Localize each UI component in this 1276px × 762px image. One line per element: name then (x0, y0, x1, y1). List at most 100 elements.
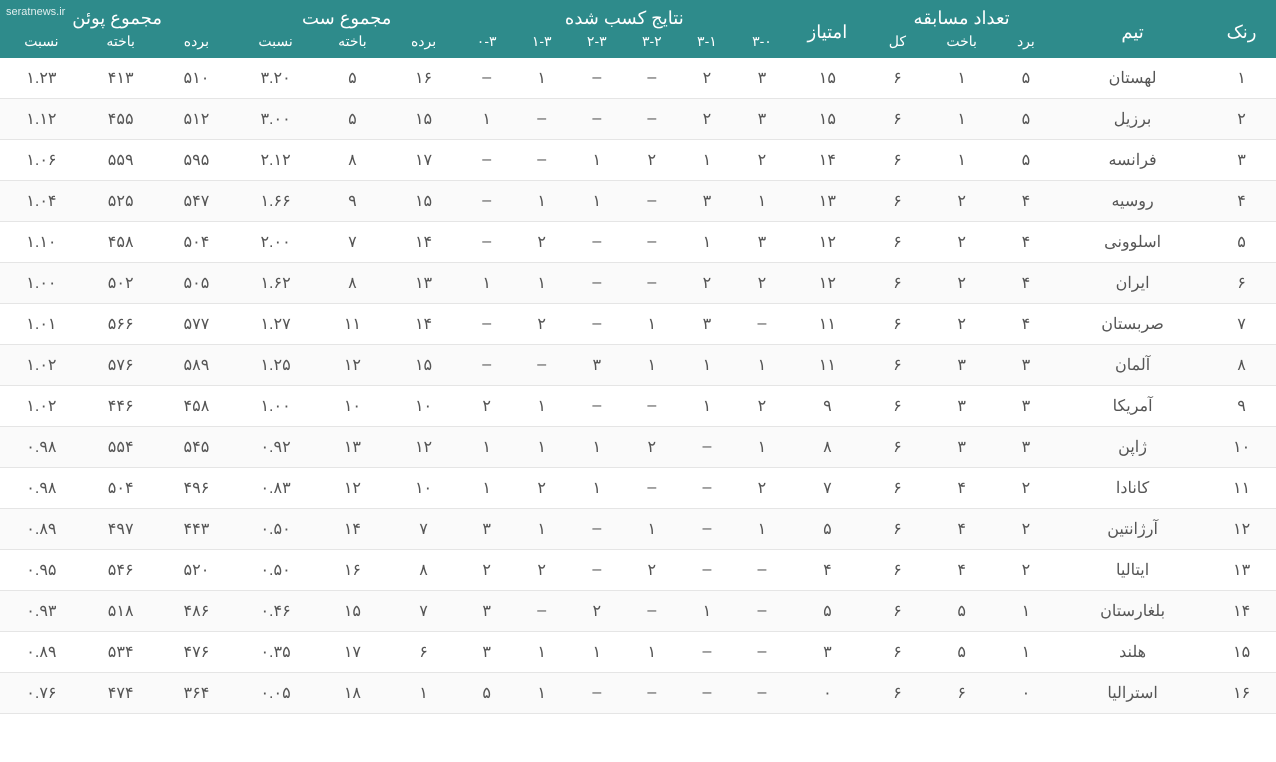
cell-team: لهستان (1058, 58, 1207, 99)
cell-mw: ۲ (994, 468, 1058, 509)
standings-table-container: seratnews.ir رنک تیم تعداد مسابقه امتیاز… (0, 0, 1276, 714)
cell-sw: ۱ (388, 673, 459, 714)
cell-r03: – (459, 181, 514, 222)
hdr-matches-group: تعداد مسابقه (865, 0, 1058, 31)
cell-mt: ۶ (865, 304, 929, 345)
cell-pr: ۰.۸۹ (0, 632, 83, 673)
cell-r23: – (569, 386, 624, 427)
cell-r31: ۳ (679, 181, 734, 222)
cell-sr: ۰.۳۵ (234, 632, 317, 673)
cell-rank: ۶ (1207, 263, 1276, 304)
hdr-match-loss: باخت (930, 31, 994, 58)
cell-r31: ۲ (679, 263, 734, 304)
cell-rank: ۷ (1207, 304, 1276, 345)
cell-r30: – (734, 591, 789, 632)
cell-r23: ۱ (569, 181, 624, 222)
cell-team: فرانسه (1058, 140, 1207, 181)
cell-pr: ۰.۹۸ (0, 427, 83, 468)
table-row: ۹آمریکا۳۳۶۹۲۱––۱۲۱۰۱۰۱.۰۰۴۵۸۴۴۶۱.۰۲ (0, 386, 1276, 427)
cell-sw: ۱۰ (388, 386, 459, 427)
hdr-pts-ratio: نسبت (0, 31, 83, 58)
cell-sw: ۷ (388, 591, 459, 632)
cell-sw: ۱۰ (388, 468, 459, 509)
cell-mw: ۵ (994, 99, 1058, 140)
cell-sl: ۱۸ (317, 673, 388, 714)
cell-mw: ۴ (994, 263, 1058, 304)
cell-pts: ۱۱ (790, 304, 866, 345)
cell-mt: ۶ (865, 140, 929, 181)
cell-r32: – (624, 591, 679, 632)
cell-sl: ۱۷ (317, 632, 388, 673)
cell-sw: ۸ (388, 550, 459, 591)
cell-r32: – (624, 468, 679, 509)
hdr-r32: ۳-۲ (624, 31, 679, 58)
cell-mt: ۶ (865, 58, 929, 99)
table-row: ۲برزیل۵۱۶۱۵۳۲–––۱۱۵۵۳.۰۰۵۱۲۴۵۵۱.۱۲ (0, 99, 1276, 140)
cell-r23: – (569, 304, 624, 345)
cell-ml: ۲ (930, 181, 994, 222)
cell-sr: ۰.۵۰ (234, 509, 317, 550)
cell-r03: – (459, 58, 514, 99)
cell-r23: ۱ (569, 468, 624, 509)
cell-sw: ۱۴ (388, 304, 459, 345)
cell-pw: ۳۶۴ (159, 673, 235, 714)
table-row: ۶ایران۴۲۶۱۲۲۲––۱۱۱۳۸۱.۶۲۵۰۵۵۰۲۱.۰۰ (0, 263, 1276, 304)
table-row: ۱۴بلغارستان۱۵۶۵–۱–۲–۳۷۱۵۰.۴۶۴۸۶۵۱۸۰.۹۳ (0, 591, 1276, 632)
cell-pr: ۱.۰۲ (0, 386, 83, 427)
cell-pts: ۷ (790, 468, 866, 509)
cell-pw: ۵۴۷ (159, 181, 235, 222)
cell-rank: ۹ (1207, 386, 1276, 427)
hdr-match-win: برد (994, 31, 1058, 58)
cell-sw: ۱۵ (388, 99, 459, 140)
cell-sl: ۸ (317, 263, 388, 304)
cell-sw: ۱۲ (388, 427, 459, 468)
cell-pts: ۵ (790, 591, 866, 632)
cell-team: آمریکا (1058, 386, 1207, 427)
cell-pw: ۴۸۶ (159, 591, 235, 632)
cell-mw: ۴ (994, 181, 1058, 222)
table-row: ۵اسلوونی۴۲۶۱۲۳۱––۲–۱۴۷۲.۰۰۵۰۴۴۵۸۱.۱۰ (0, 222, 1276, 263)
cell-pts: ۴ (790, 550, 866, 591)
cell-mw: ۳ (994, 386, 1058, 427)
cell-r03: – (459, 140, 514, 181)
cell-pw: ۴۵۸ (159, 386, 235, 427)
cell-mt: ۶ (865, 427, 929, 468)
cell-pl: ۴۷۴ (83, 673, 159, 714)
cell-sr: ۲.۰۰ (234, 222, 317, 263)
cell-r30: ۲ (734, 468, 789, 509)
cell-r03: ۱ (459, 468, 514, 509)
cell-pw: ۵۰۴ (159, 222, 235, 263)
cell-r03: ۲ (459, 386, 514, 427)
table-row: ۷صربستان۴۲۶۱۱–۳۱–۲–۱۴۱۱۱.۲۷۵۷۷۵۶۶۱.۰۱ (0, 304, 1276, 345)
cell-mt: ۶ (865, 386, 929, 427)
cell-r13: ۱ (514, 632, 569, 673)
cell-ml: ۱ (930, 140, 994, 181)
cell-r31: ۱ (679, 140, 734, 181)
cell-mt: ۶ (865, 181, 929, 222)
cell-r03: ۱ (459, 99, 514, 140)
cell-rank: ۱ (1207, 58, 1276, 99)
cell-sw: ۶ (388, 632, 459, 673)
cell-r31: ۲ (679, 58, 734, 99)
cell-r30: ۱ (734, 345, 789, 386)
cell-pts: ۸ (790, 427, 866, 468)
cell-team: هلند (1058, 632, 1207, 673)
cell-r32: – (624, 673, 679, 714)
cell-sr: ۰.۹۲ (234, 427, 317, 468)
cell-pw: ۵۴۵ (159, 427, 235, 468)
cell-mt: ۶ (865, 263, 929, 304)
cell-r31: – (679, 468, 734, 509)
cell-ml: ۲ (930, 222, 994, 263)
cell-r13: ۲ (514, 468, 569, 509)
cell-pl: ۵۲۵ (83, 181, 159, 222)
cell-sl: ۱۳ (317, 427, 388, 468)
cell-r23: – (569, 550, 624, 591)
table-row: ۴روسیه۴۲۶۱۳۱۳–۱۱–۱۵۹۱.۶۶۵۴۷۵۲۵۱.۰۴ (0, 181, 1276, 222)
cell-pr: ۱.۰۶ (0, 140, 83, 181)
cell-r32: ۲ (624, 427, 679, 468)
cell-r32: – (624, 386, 679, 427)
cell-r30: ۳ (734, 99, 789, 140)
cell-team: ژاپن (1058, 427, 1207, 468)
cell-pw: ۴۷۶ (159, 632, 235, 673)
cell-team: بلغارستان (1058, 591, 1207, 632)
